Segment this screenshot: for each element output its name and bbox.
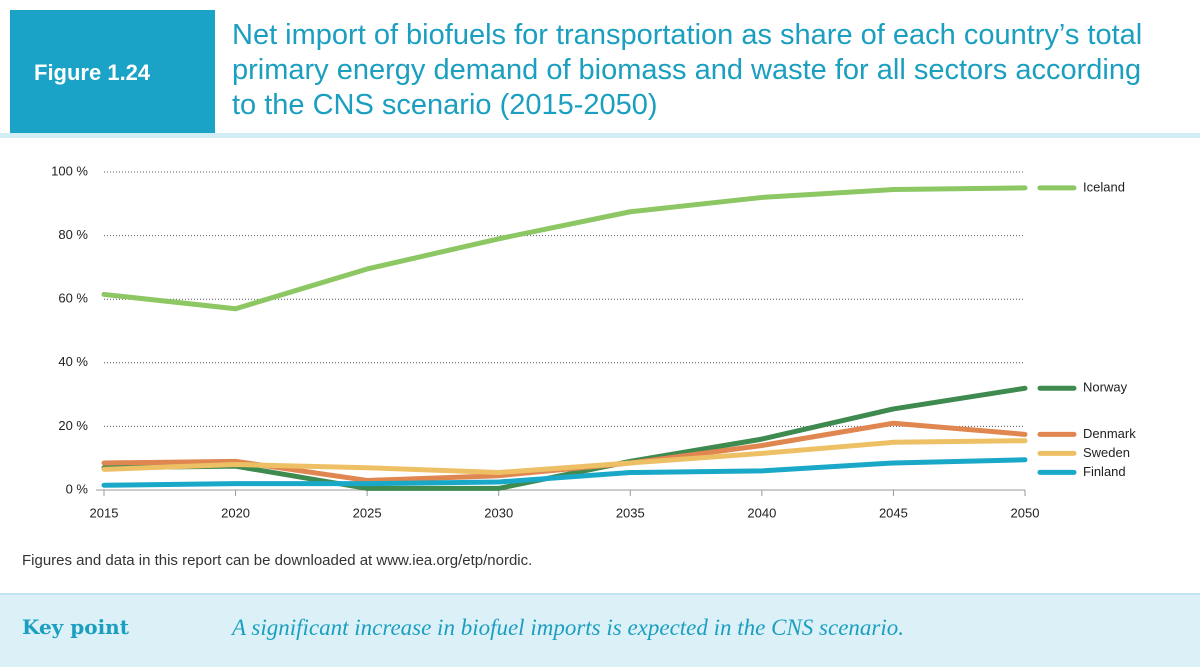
y-tick-label: 80 % bbox=[58, 227, 88, 242]
key-point-band bbox=[0, 593, 1200, 667]
y-tick-label: 100 % bbox=[51, 163, 88, 178]
x-tick-label: 2045 bbox=[879, 505, 908, 520]
key-point-label: Key point bbox=[22, 615, 129, 639]
x-tick-label: 2040 bbox=[747, 505, 776, 520]
footnote: Figures and data in this report can be d… bbox=[22, 552, 533, 569]
chart-title: Net import of biofuels for transportatio… bbox=[232, 19, 1143, 121]
legend-label: Sweden bbox=[1083, 445, 1130, 460]
legend-label: Norway bbox=[1083, 380, 1128, 395]
y-tick-label: 20 % bbox=[58, 418, 88, 433]
series-line bbox=[101, 438, 1028, 476]
x-tick-label: 2025 bbox=[353, 505, 382, 520]
y-tick-label: 40 % bbox=[58, 354, 88, 369]
x-tick-label: 2020 bbox=[221, 505, 250, 520]
series-line bbox=[101, 420, 1028, 483]
x-tick-label: 2035 bbox=[616, 505, 645, 520]
x-tick-label: 2050 bbox=[1011, 505, 1040, 520]
series-line bbox=[101, 457, 1028, 488]
y-tick-label: 60 % bbox=[58, 291, 88, 306]
legend-label: Finland bbox=[1083, 464, 1126, 479]
figure-label: Figure 1.24 bbox=[10, 10, 215, 135]
series-line bbox=[101, 385, 1028, 491]
y-tick-label: 0 % bbox=[66, 481, 89, 496]
x-tick-label: 2015 bbox=[90, 505, 119, 520]
x-tick-label: 2030 bbox=[484, 505, 513, 520]
legend-label: Iceland bbox=[1083, 179, 1125, 194]
series-line bbox=[101, 185, 1028, 312]
chart: 0 % 20 % 40 % 60 % 80 % 100 % 2015 2020 2025 2030… bbox=[51, 163, 1136, 520]
legend-label: Denmark bbox=[1083, 426, 1136, 441]
key-point-text: A significant increase in biofuel import… bbox=[232, 615, 905, 640]
header-stripe bbox=[0, 133, 1200, 138]
